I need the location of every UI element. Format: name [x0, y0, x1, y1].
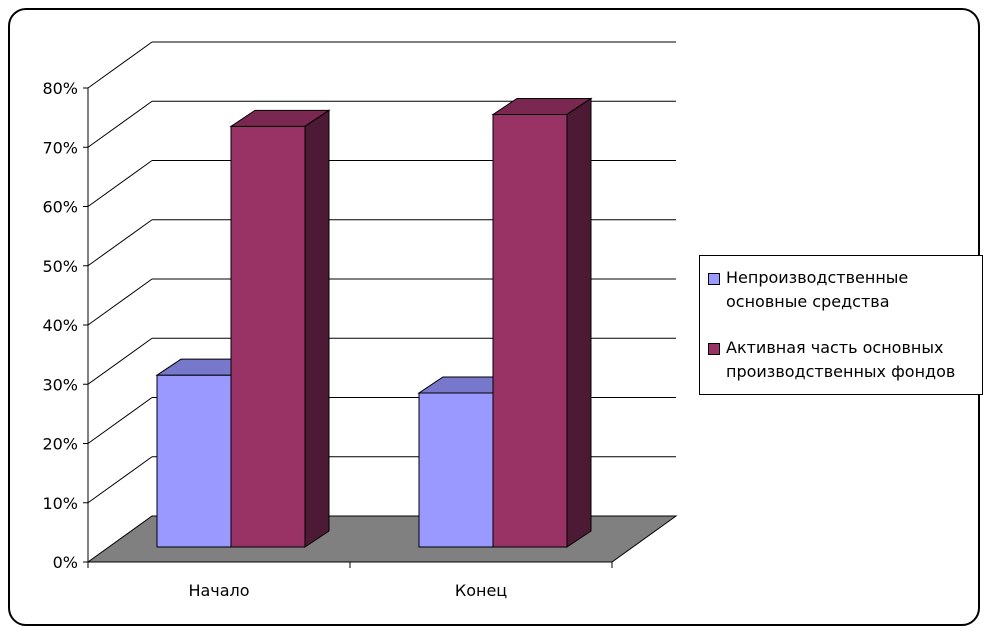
bar-front: [156, 374, 232, 548]
gridline-side: [87, 456, 153, 504]
gridline-side: [87, 397, 153, 444]
y-tick-label: 30%: [42, 375, 78, 394]
y-tick-label: 80%: [42, 79, 78, 98]
bars: [155, 97, 593, 548]
bar-front: [492, 113, 568, 548]
x-tick-label: Начало: [188, 581, 249, 600]
y-tick-label: 40%: [42, 316, 78, 335]
y-tick-label: 50%: [42, 257, 78, 276]
category-axis: Начало Конец: [87, 561, 613, 600]
gridline-side: [87, 100, 153, 148]
bar: [491, 97, 593, 548]
legend-label-line-2: основные средства: [726, 292, 890, 311]
legend-label-series-1: Непроизводственные основные средства: [726, 266, 908, 314]
legend-label-series-2: Активная часть основных производственных…: [726, 336, 955, 384]
legend-swatch-series-2: [708, 343, 720, 355]
x-tick-label: Конец: [455, 581, 507, 600]
value-axis: 0% 10% 20% 30% 40% 50% 60% 70% 80%: [42, 79, 89, 572]
gridline-side: [87, 41, 153, 89]
bar-side: [304, 109, 330, 548]
gridline-side: [87, 278, 153, 326]
bar-front: [230, 125, 306, 548]
y-tick-label: 0%: [53, 553, 78, 572]
y-tick-label: 10%: [42, 494, 78, 513]
y-tick-label: 20%: [42, 435, 78, 454]
bar-front: [418, 392, 494, 548]
legend-label-line-1: Активная часть основных: [726, 338, 944, 357]
bar-side: [566, 97, 592, 548]
legend: Непроизводственные основные средства Акт…: [699, 255, 983, 395]
gridline-side: [87, 219, 153, 267]
legend-label-line-2: производственных фондов: [726, 362, 956, 381]
gridline-side: [87, 160, 153, 207]
y-tick-label: 60%: [42, 198, 78, 217]
bar: [229, 109, 331, 548]
y-tick-label: 70%: [42, 138, 78, 157]
legend-swatch-series-1: [708, 273, 720, 285]
legend-label-line-1: Непроизводственные: [726, 268, 909, 287]
gridline-side: [87, 337, 153, 385]
